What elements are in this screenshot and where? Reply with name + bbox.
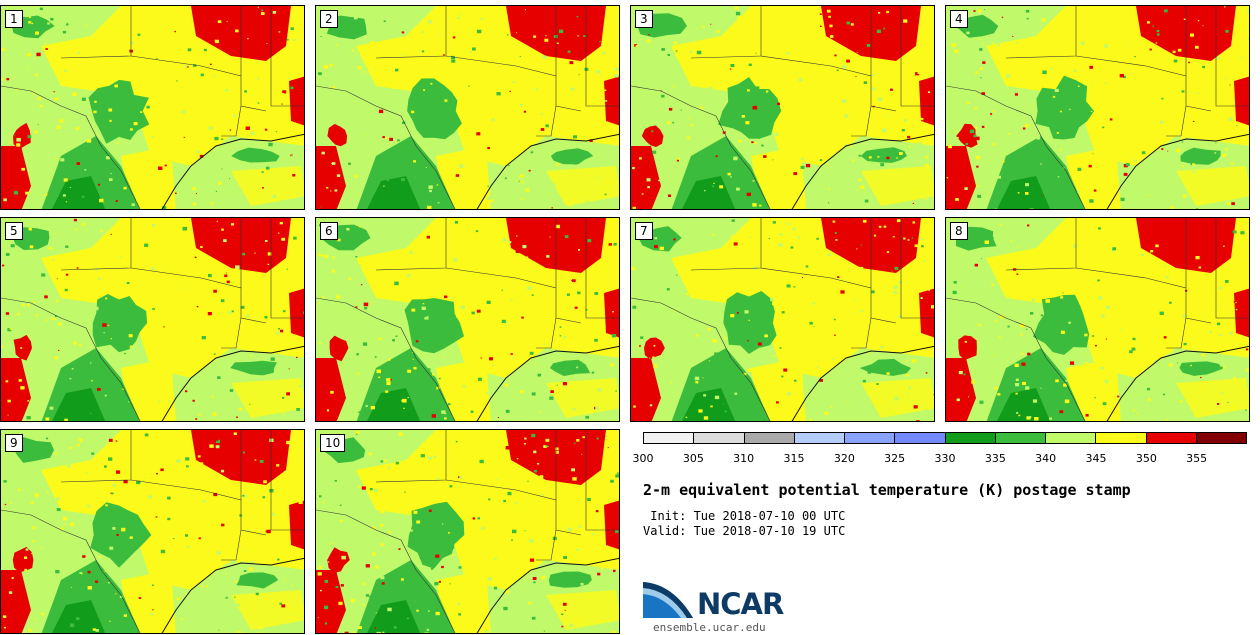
colorbar-tick-label: 340 [1035, 452, 1057, 465]
colorbar-tick-label: 350 [1135, 452, 1157, 465]
ensemble-member-panel: 4 [945, 5, 1250, 210]
colorbar-swatch [644, 433, 695, 443]
ensemble-member-panel: 2 [315, 5, 620, 210]
colorbar-tick-label: 320 [833, 452, 855, 465]
colorbar-tick-label: 300 [632, 452, 654, 465]
ensemble-member-panel: 6 [315, 217, 620, 422]
ensemble-member-panel: 8 [945, 217, 1250, 422]
member-number-label: 4 [950, 10, 968, 28]
ensemble-member-panel: 7 [630, 217, 935, 422]
member-number-label: 7 [635, 222, 653, 240]
member-number-label: 9 [5, 434, 23, 452]
ensemble-member-panel: 3 [630, 5, 935, 210]
valid-time: Valid: Tue 2018-07-10 19 UTC [643, 524, 846, 538]
colorbar-tick-label: 310 [733, 452, 755, 465]
colorbar-swatch [1046, 433, 1097, 443]
ensemble-member-panel: 10 [315, 429, 620, 634]
colorbar-swatch [1096, 433, 1147, 443]
colorbar-tick-label: 345 [1085, 452, 1107, 465]
member-number-label: 1 [5, 10, 23, 28]
colorbar-swatch [744, 433, 795, 443]
colorbar-swatch [1196, 433, 1246, 443]
colorbar-swatch [945, 433, 996, 443]
colorbar [643, 432, 1247, 444]
ensemble-member-panel: 5 [0, 217, 305, 422]
figure-title: 2-m equivalent potential temperature (K)… [643, 481, 1131, 499]
member-number-label: 5 [5, 222, 23, 240]
member-number-label: 10 [320, 434, 346, 452]
colorbar-tick-label: 305 [682, 452, 704, 465]
website-url: ensemble.ucar.edu [653, 621, 766, 634]
init-time: Init: Tue 2018-07-10 00 UTC [643, 509, 846, 523]
colorbar-swatch [995, 433, 1046, 443]
member-number-label: 8 [950, 222, 968, 240]
colorbar-tick-label: 330 [934, 452, 956, 465]
ncar-logo-icon [643, 582, 693, 618]
member-number-label: 2 [320, 10, 338, 28]
colorbar-swatch [845, 433, 896, 443]
colorbar-tick-label: 315 [783, 452, 805, 465]
colorbar-swatch [794, 433, 845, 443]
colorbar-tick-label: 335 [984, 452, 1006, 465]
colorbar-swatch [694, 433, 745, 443]
colorbar-swatch [1146, 433, 1197, 443]
ncar-logo-text: NCAR [697, 587, 784, 621]
colorbar-tick-label: 325 [884, 452, 906, 465]
ensemble-member-panel: 9 [0, 429, 305, 634]
member-number-label: 3 [635, 10, 653, 28]
colorbar-swatch [895, 433, 946, 443]
colorbar-tick-label: 355 [1186, 452, 1208, 465]
member-number-label: 6 [320, 222, 338, 240]
ensemble-member-panel: 1 [0, 5, 305, 210]
